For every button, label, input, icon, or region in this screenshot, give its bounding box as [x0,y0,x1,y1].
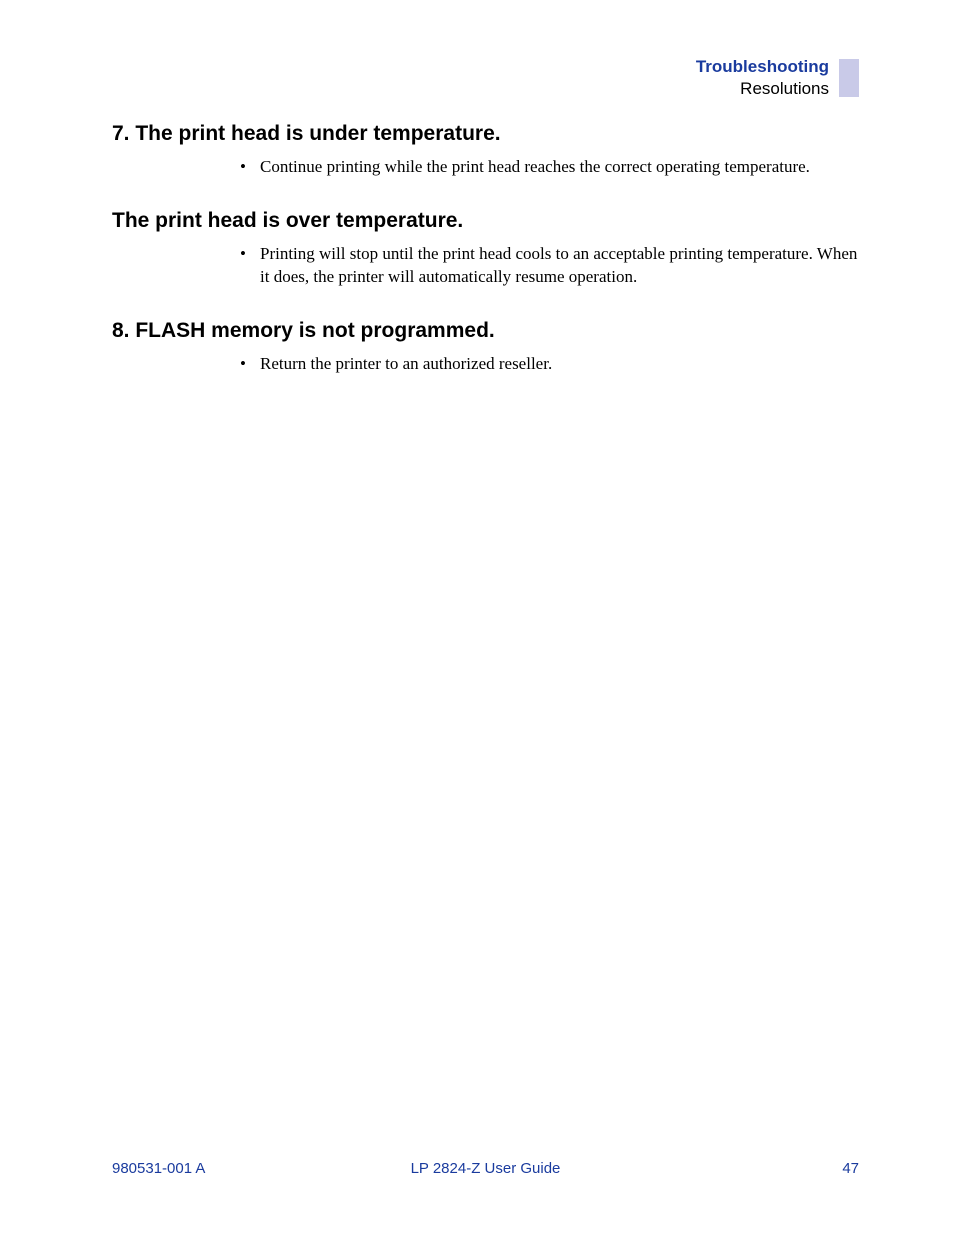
footer-doc-number: 980531-001 A [112,1160,205,1177]
section-heading-8: 8. FLASH memory is not programmed. [112,319,859,343]
bullet-item: Continue printing while the print head r… [240,156,859,179]
footer-page-number: 47 [842,1160,859,1177]
header-text-block: Troubleshooting Resolutions [696,56,829,100]
bullet-item: Return the printer to an authorized rese… [240,353,859,376]
header-section-subtitle: Resolutions [696,78,829,100]
section-heading-7: 7. The print head is under temperature. [112,122,859,146]
main-content: 7. The print head is under temperature. … [112,122,859,380]
bullet-list-over-temp: Printing will stop until the print head … [240,243,859,289]
header-decoration-block [839,59,859,97]
section-heading-over-temp: The print head is over temperature. [112,209,859,233]
page-header: Troubleshooting Resolutions [696,56,859,100]
bullet-list-7: Continue printing while the print head r… [240,156,859,179]
bullet-list-8: Return the printer to an authorized rese… [240,353,859,376]
header-chapter-title: Troubleshooting [696,56,829,78]
footer-guide-title: LP 2824-Z User Guide [411,1160,561,1177]
bullet-item: Printing will stop until the print head … [240,243,859,289]
page-footer: 980531-001 A LP 2824-Z User Guide 47 [112,1160,859,1177]
